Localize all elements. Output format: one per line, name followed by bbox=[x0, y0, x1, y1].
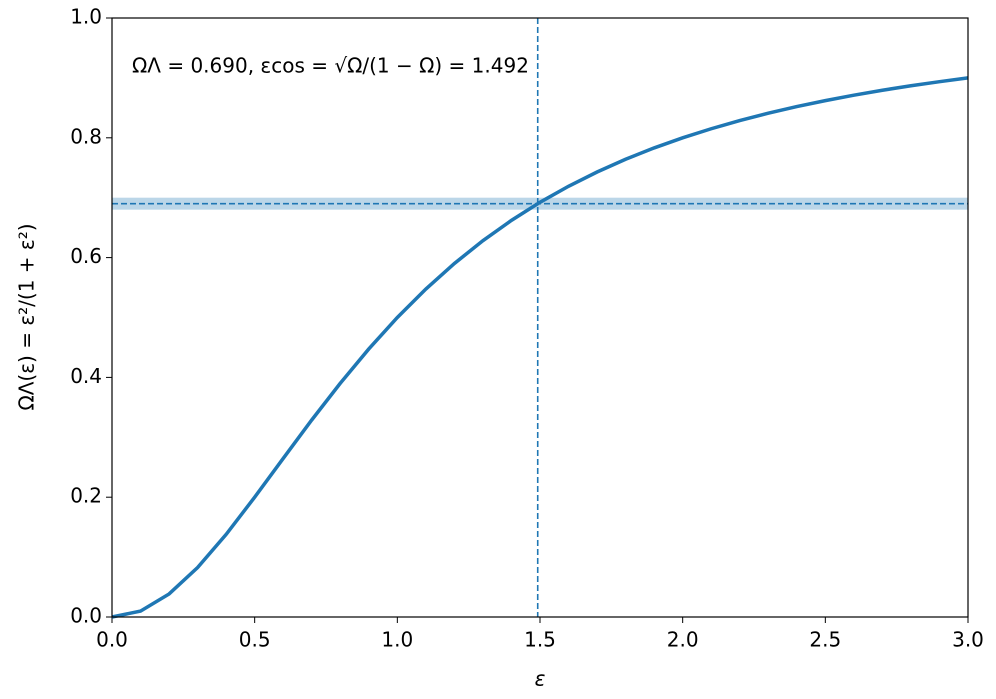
y-tick-label: 0.6 bbox=[70, 244, 102, 268]
x-tick-label: 2.0 bbox=[667, 628, 699, 652]
annotation: ΩΛ = 0.690, εcos = √Ω/(1 − Ω) = 1.492 bbox=[132, 54, 529, 78]
x-tick-label: 0.0 bbox=[96, 628, 128, 652]
y-tick-label: 0.8 bbox=[70, 124, 102, 148]
x-tick-label: 1.5 bbox=[524, 628, 556, 652]
x-axis-label: ε bbox=[535, 667, 546, 691]
x-tick-label: 3.0 bbox=[952, 628, 984, 652]
y-tick-label: 1.0 bbox=[70, 5, 102, 29]
y-tick-label: 0.2 bbox=[70, 484, 102, 508]
plot-frame bbox=[111, 17, 969, 618]
y-tick-label: 0.0 bbox=[70, 604, 102, 628]
y-tick-label: 0.4 bbox=[70, 364, 102, 388]
x-tick-label: 1.0 bbox=[381, 628, 413, 652]
y-axis-label: ΩΛ(ε) = ε²/(1 + ε²) bbox=[15, 223, 39, 410]
line bbox=[111, 76, 969, 619]
x-tick-label: 0.5 bbox=[239, 628, 271, 652]
x-tick-label: 2.5 bbox=[809, 628, 841, 652]
